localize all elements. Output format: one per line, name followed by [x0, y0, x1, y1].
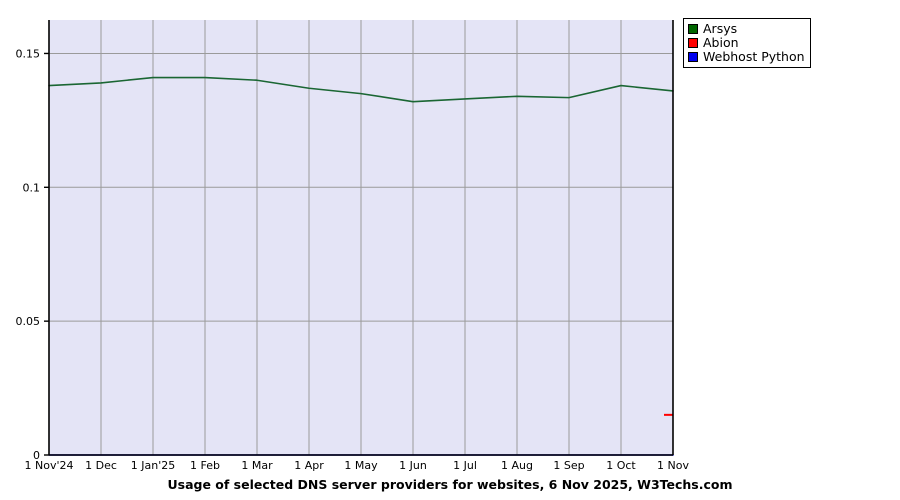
x-tick-label: 1 Nov'24 [25, 459, 74, 472]
x-tick-label: 1 Jul [453, 459, 477, 472]
x-tick-label: 1 May [344, 459, 378, 472]
x-tick-label: 1 Apr [294, 459, 324, 472]
legend-swatch-webhost-python [688, 52, 698, 62]
axis-lines [48, 20, 674, 456]
x-tick-label: 1 Aug [501, 459, 533, 472]
legend-item-arsys[interactable]: Arsys [688, 22, 805, 36]
y-tick-label: 0.05 [16, 315, 41, 328]
legend-label-abion: Abion [703, 35, 739, 50]
chart-legend: Arsys Abion Webhost Python [683, 18, 811, 68]
legend-swatch-arsys [688, 24, 698, 34]
legend-item-abion[interactable]: Abion [688, 36, 805, 50]
x-tick-label: 1 Oct [606, 459, 636, 472]
legend-swatch-abion [688, 38, 698, 48]
x-axis-ticks: 1 Nov'24 1 Dec 1 Jan'25 1 Feb 1 Mar 1 Apr 1 Ma… [25, 459, 690, 472]
x-tick-label: 1 Feb [190, 459, 220, 472]
legend-label-webhost-python: Webhost Python [703, 49, 805, 64]
x-tick-label: 1 Jun [399, 459, 427, 472]
legend-label-arsys: Arsys [703, 21, 738, 36]
x-tick-label: 1 Jan'25 [131, 459, 175, 472]
y-axis-ticks: 0 0.05 0.1 0.15 [16, 47, 49, 462]
x-tick-label: 1 Dec [85, 459, 117, 472]
x-tick-label: 1 Sep [553, 459, 584, 472]
x-tick-label: 1 Mar [241, 459, 273, 472]
legend-item-webhost-python[interactable]: Webhost Python [688, 50, 805, 64]
y-tick-label: 0.15 [16, 47, 41, 60]
y-tick-label: 0.1 [23, 181, 41, 194]
chart-caption: Usage of selected DNS server providers f… [167, 477, 733, 492]
x-tick-label: 1 Nov [657, 459, 689, 472]
y-tick-label: 0 [33, 449, 40, 462]
gridlines [49, 20, 673, 455]
